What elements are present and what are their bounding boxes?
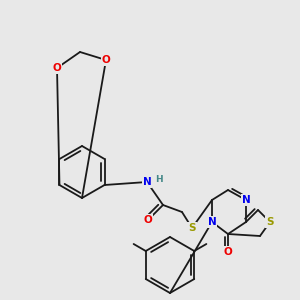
Text: N: N (142, 177, 152, 187)
Text: S: S (266, 217, 274, 227)
Text: N: N (208, 217, 216, 227)
Text: O: O (102, 55, 110, 65)
Text: H: H (155, 175, 163, 184)
Text: S: S (188, 223, 196, 233)
Text: O: O (144, 215, 152, 225)
Text: O: O (224, 247, 232, 257)
Text: O: O (52, 63, 62, 73)
Text: N: N (242, 195, 250, 205)
